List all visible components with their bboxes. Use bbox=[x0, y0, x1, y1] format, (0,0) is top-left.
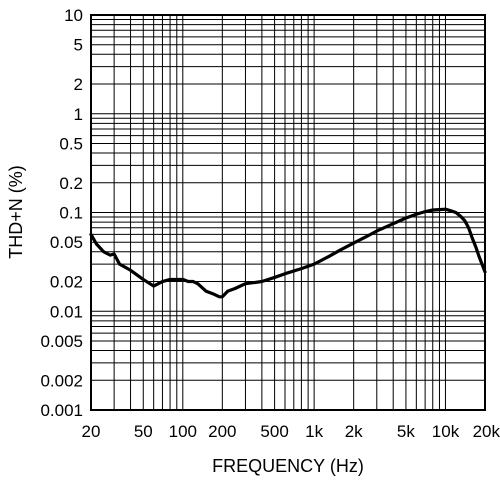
x-tick-label: 200 bbox=[208, 422, 236, 441]
x-tick-label: 1k bbox=[305, 422, 323, 441]
x-tick-label: 20 bbox=[82, 422, 101, 441]
grid-lines bbox=[91, 15, 485, 410]
y-tick-label: 0.01 bbox=[50, 302, 83, 321]
y-tick-label: 0.1 bbox=[59, 204, 83, 223]
y-tick-label: 1 bbox=[74, 105, 83, 124]
thd-n-curve bbox=[89, 207, 487, 299]
x-tick-label: 10k bbox=[432, 422, 460, 441]
y-tick-label: 10 bbox=[64, 6, 83, 25]
y-tick-label: 2 bbox=[74, 75, 83, 94]
y-tick-label: 0.5 bbox=[59, 135, 83, 154]
x-tick-label: 500 bbox=[260, 422, 288, 441]
y-tick-label: 0.001 bbox=[40, 401, 83, 420]
x-tick-label: 100 bbox=[169, 422, 197, 441]
y-tick-labels: 10 5 2 1 0.5 0.2 0.1 0.05 0.02 0.01 0.005 0.002 0.00… bbox=[40, 6, 83, 420]
x-tick-label: 20k bbox=[473, 422, 500, 441]
y-tick-label: 5 bbox=[74, 36, 83, 55]
x-tick-label: 5k bbox=[397, 422, 415, 441]
y-tick-label: 0.005 bbox=[40, 332, 83, 351]
x-axis-title: FREQUENCY (Hz) bbox=[212, 456, 364, 476]
x-tick-labels: 20 50 100 200 500 1k 2k 5k 10k 20k bbox=[82, 422, 500, 441]
y-tick-label: 0.002 bbox=[40, 371, 83, 390]
y-tick-label: 0.2 bbox=[59, 174, 83, 193]
plot-frame bbox=[90, 14, 486, 411]
y-tick-label: 0.05 bbox=[50, 233, 83, 252]
y-axis-title: THD+N (%) bbox=[6, 165, 26, 259]
x-tick-label: 50 bbox=[134, 422, 153, 441]
y-tick-label: 0.02 bbox=[50, 273, 83, 292]
x-tick-label: 2k bbox=[345, 422, 363, 441]
